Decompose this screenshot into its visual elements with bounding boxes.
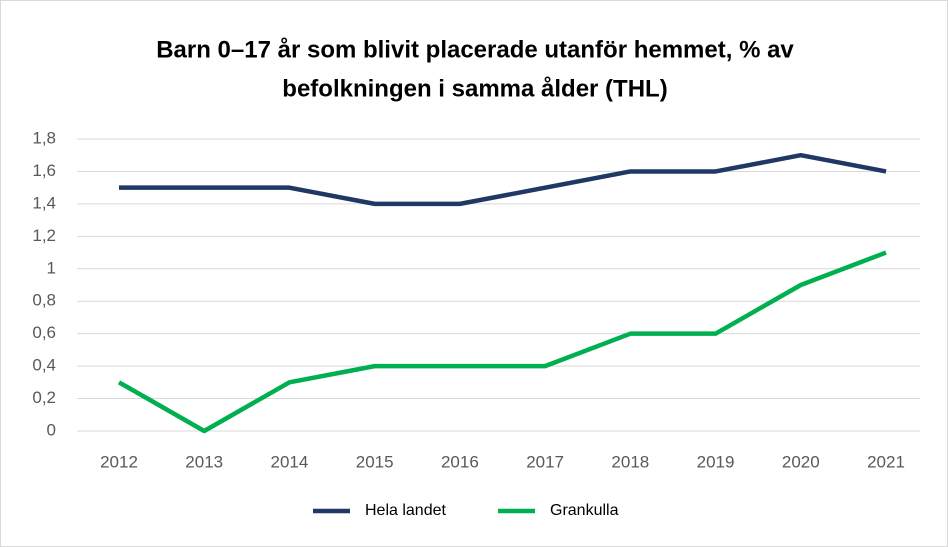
- x-tick-label: 2013: [185, 452, 223, 471]
- legend-label: Hela landet: [365, 502, 447, 519]
- y-tick-label: 1,6: [32, 161, 56, 180]
- y-tick-label: 0,6: [32, 323, 56, 342]
- y-tick-label: 0,2: [32, 388, 56, 407]
- x-tick-label: 2021: [867, 452, 905, 471]
- legend-label: Grankulla: [550, 502, 619, 519]
- y-tick-label: 0,4: [32, 356, 56, 375]
- x-tick-label: 2018: [611, 452, 649, 471]
- chart-title: Barn 0–17 år som blivit placerade utanfö…: [156, 36, 794, 63]
- x-tick-label: 2014: [271, 452, 309, 471]
- chart-title: befolkningen i samma ålder (THL): [282, 75, 667, 102]
- y-tick-label: 0,8: [32, 291, 56, 310]
- data-line: [119, 152, 887, 207]
- x-tick-label: 2012: [100, 452, 138, 471]
- x-tick-label: 2015: [356, 452, 394, 471]
- y-tick-label: 1,8: [32, 128, 56, 147]
- x-tick-label: 2017: [526, 452, 564, 471]
- x-tick-label: 2016: [441, 452, 479, 471]
- y-tick-label: 1,4: [32, 193, 56, 212]
- y-tick-label: 0: [47, 420, 56, 439]
- y-tick-label: 1,2: [32, 226, 56, 245]
- x-tick-label: 2020: [782, 452, 820, 471]
- y-tick-label: 1: [47, 258, 56, 277]
- x-tick-label: 2019: [697, 452, 735, 471]
- data-line: [117, 250, 887, 434]
